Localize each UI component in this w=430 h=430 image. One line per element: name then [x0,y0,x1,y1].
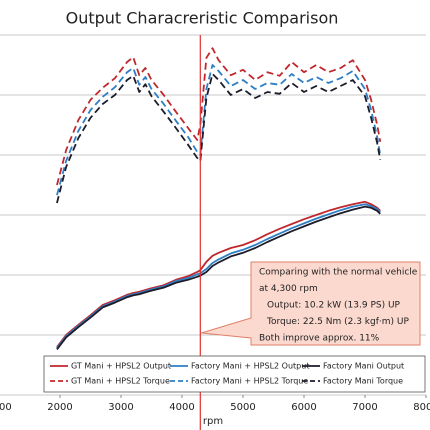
x-tick-label: 7000 [352,402,377,413]
series-line [56,203,381,349]
series-line [56,200,381,348]
plot-lines [56,47,382,350]
x-tick-label: 2000 [47,402,72,413]
legend: GT Mani + HPSL2 Output Factory Mani + HPS… [43,355,426,393]
legend-label: GT Mani + HPSL2 Output [71,362,171,371]
annotation-text: Torque: 22.5 Nm (2.3 kgf·m) UP [266,317,409,327]
legend-label: Factory Mani Torque [323,377,403,386]
annotation-text: at 4,300 rpm [259,284,318,294]
series-line [56,64,382,196]
annotation-text: Comparing with the normal vehicle [259,268,418,278]
legend-label: Factory Mani + HPSL2 Torque [191,377,308,386]
x-axis-label: rpm [203,416,223,427]
series-line [56,205,381,350]
x-tick-label: 5000 [230,402,255,413]
x-tick-label: 8000 [413,402,430,413]
chart-title: Output Characreristic Comparison [66,9,339,28]
series-line [56,47,382,186]
legend-label: Factory Mani Output [323,362,404,371]
legend-label: GT Mani + HPSL2 Torque [71,377,170,386]
callout [201,261,421,346]
x-tick-label: 1000 [0,402,12,413]
legend-label: Factory Mani + HPSL2 Output [191,362,309,371]
x-tick-label: 4000 [169,402,194,413]
annotation-text: Output: 10.2 kW (13.9 PS) UP [267,301,401,311]
annotation-text: Both improve approx. 11% [259,334,380,344]
grid: 1000 2000 3000 4000 5000 6000 7000 8000 [0,34,430,413]
legend-box [43,355,426,393]
x-tick-label: 3000 [108,402,133,413]
series-line [56,73,382,204]
x-tick-label: 6000 [291,402,316,413]
overlay: Comparing with the normal vehicle at 4,30… [43,35,426,430]
